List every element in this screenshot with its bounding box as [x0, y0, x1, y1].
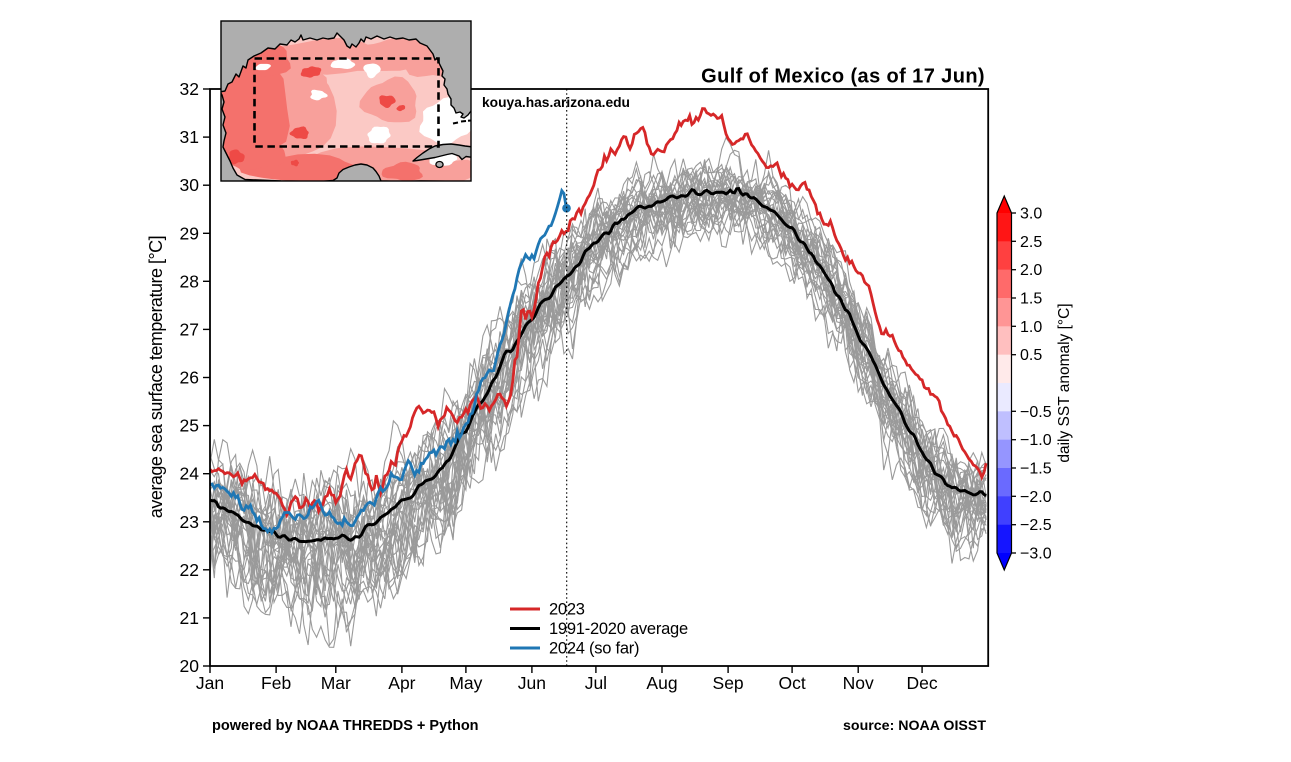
svg-text:21: 21	[180, 608, 199, 628]
svg-text:0.5: 0.5	[1020, 347, 1042, 364]
svg-text:24: 24	[180, 464, 200, 484]
svg-text:kouya.has.arizona.edu: kouya.has.arizona.edu	[482, 95, 630, 110]
svg-text:Feb: Feb	[261, 673, 291, 693]
svg-text:−2.0: −2.0	[1020, 489, 1052, 506]
svg-text:Nov: Nov	[843, 673, 874, 693]
svg-text:Dec: Dec	[907, 673, 938, 693]
svg-text:powered by NOAA THREDDS + Pyth: powered by NOAA THREDDS + Python	[212, 718, 479, 734]
svg-text:daily SST anomaly [°C]: daily SST anomaly [°C]	[1056, 303, 1073, 462]
svg-text:Aug: Aug	[646, 673, 677, 693]
svg-text:Jun: Jun	[518, 673, 546, 693]
svg-text:20: 20	[180, 656, 200, 676]
svg-text:27: 27	[180, 319, 199, 339]
svg-text:−2.5: −2.5	[1020, 517, 1052, 534]
svg-text:2024 (so far): 2024 (so far)	[549, 640, 639, 658]
svg-text:2023: 2023	[549, 601, 585, 619]
svg-text:Oct: Oct	[778, 673, 805, 693]
svg-text:3.0: 3.0	[1020, 206, 1042, 223]
svg-text:25: 25	[180, 416, 199, 436]
svg-text:23: 23	[180, 512, 199, 532]
svg-text:Sep: Sep	[713, 673, 744, 693]
svg-text:average sea surface temperatur: average sea surface temperature [°C]	[146, 236, 166, 518]
svg-text:30: 30	[180, 175, 200, 195]
svg-text:28: 28	[180, 271, 199, 291]
svg-text:31: 31	[180, 127, 199, 147]
svg-text:Mar: Mar	[321, 673, 351, 693]
svg-text:Jul: Jul	[585, 673, 607, 693]
svg-text:1.0: 1.0	[1020, 319, 1042, 336]
svg-text:32: 32	[180, 79, 199, 99]
svg-text:Apr: Apr	[388, 673, 415, 693]
svg-text:1.5: 1.5	[1020, 291, 1042, 308]
svg-text:29: 29	[180, 223, 199, 243]
svg-text:22: 22	[180, 560, 199, 580]
svg-text:Gulf of Mexico (as of 17 Jun): Gulf of Mexico (as of 17 Jun)	[701, 66, 985, 88]
svg-text:−0.5: −0.5	[1020, 404, 1052, 421]
svg-text:−3.0: −3.0	[1020, 546, 1052, 563]
svg-text:May: May	[449, 673, 482, 693]
svg-text:1991-2020 average: 1991-2020 average	[549, 620, 688, 638]
svg-text:−1.5: −1.5	[1020, 461, 1052, 478]
svg-text:Jan: Jan	[196, 673, 224, 693]
svg-text:2.0: 2.0	[1020, 262, 1042, 279]
svg-text:2.5: 2.5	[1020, 234, 1042, 251]
svg-text:26: 26	[180, 368, 199, 388]
svg-text:−1.0: −1.0	[1020, 432, 1052, 449]
svg-text:source: NOAA OISST: source: NOAA OISST	[843, 718, 986, 734]
